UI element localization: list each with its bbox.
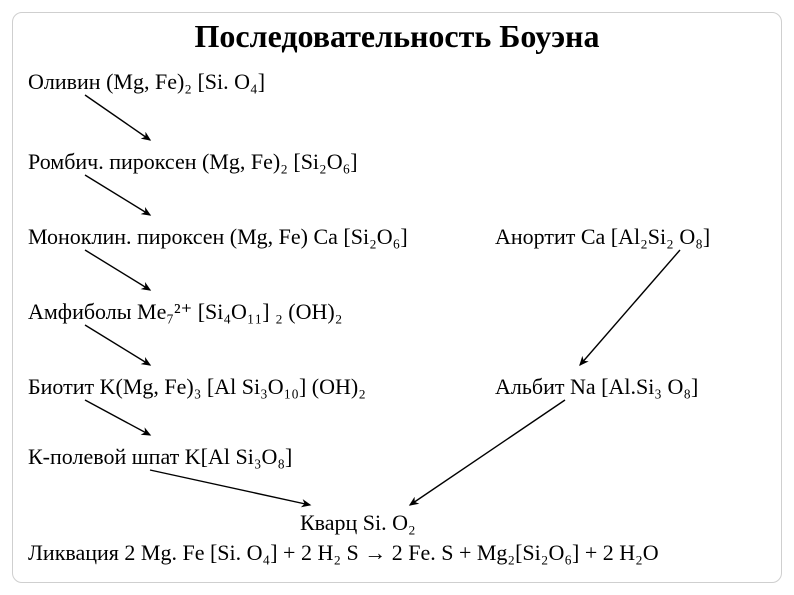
arrow [85,325,150,365]
row-olivine: Оливин (Mg, Fe)₂ [Si. O₄] [28,70,265,94]
arrow [85,250,150,290]
slide: Последовательность Боуэна Оливин (Mg, Fe… [0,0,794,595]
slide-border [12,12,782,583]
arrow [85,175,150,215]
row-orthopyroxene: Ромбич. пироксен (Mg, Fe)₂ [Si₂O₆] [28,150,358,174]
row-albite: Альбит Na [Al.Si₃ O₈] [495,375,698,399]
arrow [410,400,565,505]
row-quartz: Кварц Si. O₂ [300,510,416,536]
row-anorthite: Анортит Ca [Al₂Si₂ O₈] [495,225,710,249]
arrow [85,400,150,435]
row-amphibole: Амфиболы Me₇²⁺ [Si₄O₁₁] ₂ (OH)₂ [28,300,342,324]
row-clinopyroxene: Моноклин. пироксен (Mg, Fe) Ca [Si₂O₆] [28,225,408,249]
equation: Ликвация 2 Mg. Fe [Si. O₄] + 2 H₂ S → 2 … [28,540,659,566]
arrow [85,95,150,140]
row-kfeldspar: К-полевой шпат K[Al Si₃O₈] [28,445,292,469]
row-biotite: Биотит K(Mg, Fe)₃ [Al Si₃O₁₀] (OH)₂ [28,375,366,399]
slide-title: Последовательность Боуэна [0,18,794,55]
arrow [150,470,310,505]
arrow [580,250,680,365]
